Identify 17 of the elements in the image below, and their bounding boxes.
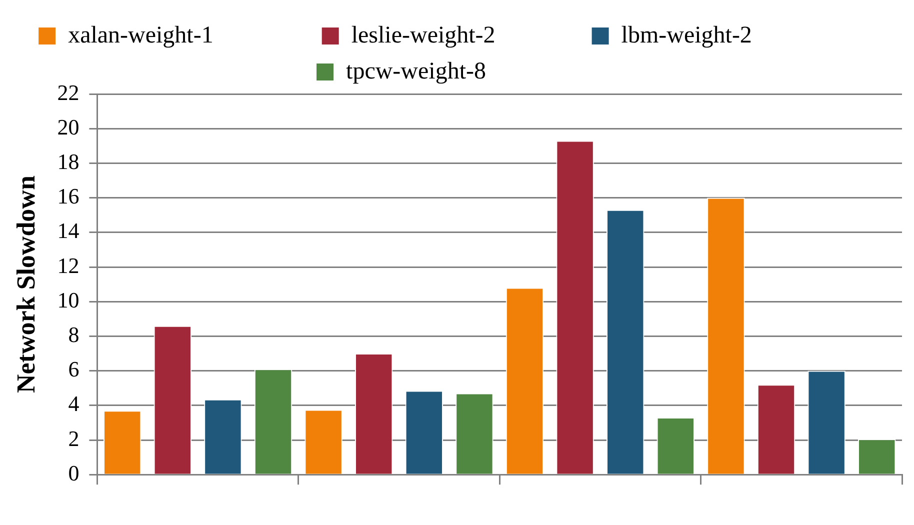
y-tick-label: 22 bbox=[57, 80, 80, 105]
legend-label: tpcw-weight-8 bbox=[346, 58, 594, 84]
y-tick-label: 18 bbox=[57, 148, 80, 174]
y-tick-label: 20 bbox=[57, 114, 80, 140]
y-tick-label: 6 bbox=[68, 356, 80, 382]
legend-label: lbm-weight-2 bbox=[621, 22, 872, 48]
y-tick-label: 0 bbox=[68, 460, 80, 486]
legend-label: xalan-weight-1 bbox=[68, 22, 310, 48]
legend-label: leslie-weight-2 bbox=[351, 22, 580, 48]
y-tick-label: 12 bbox=[57, 252, 80, 278]
y-tick-label: 2 bbox=[68, 426, 80, 451]
y-tick-label: 8 bbox=[68, 322, 80, 347]
y-tick-label: 14 bbox=[57, 218, 80, 244]
y-tick-label: 16 bbox=[57, 184, 80, 209]
y-tick-label: 10 bbox=[57, 287, 80, 312]
y-axis-title: Network Slowdown bbox=[11, 175, 40, 394]
y-tick-label: 4 bbox=[68, 391, 80, 416]
